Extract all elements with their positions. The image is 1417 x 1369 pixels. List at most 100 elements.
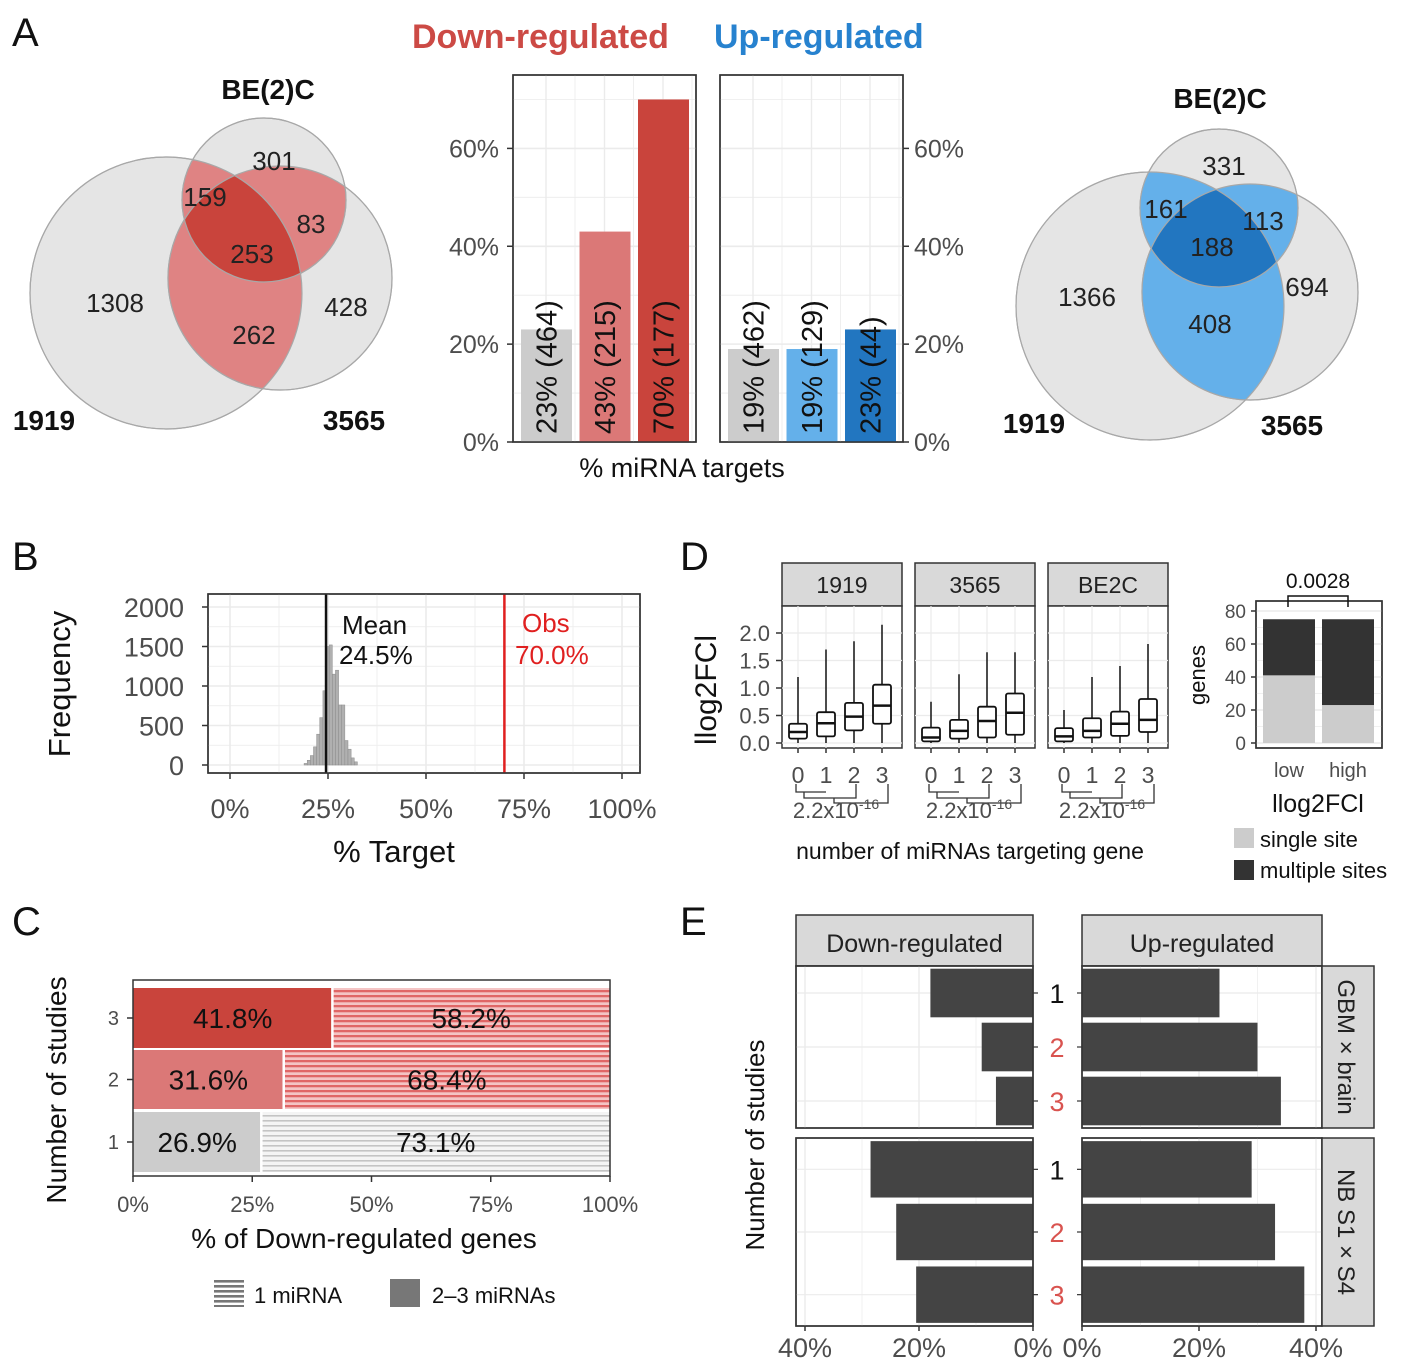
panel-c: C 26.9% 73.1% 31.6% 68.4% 41.8% 58.2% 1 2 3 0% 2… xyxy=(12,900,638,1308)
b-xticks: 0% 25% 50% 75% 100% xyxy=(210,773,657,824)
e-xtick-label: 40% xyxy=(1289,1333,1343,1363)
d-legend-label-multiple: multiple sites xyxy=(1260,858,1387,883)
a-bars-xlabel: % miRNA targets xyxy=(579,453,785,483)
venn-right-count-left-right: 408 xyxy=(1188,309,1231,339)
c-bar-label: 41.8% xyxy=(193,1003,272,1034)
d-ytick-label: 0.5 xyxy=(739,704,770,729)
b-obs-value: 70.0% xyxy=(515,640,589,670)
d-legend-swatch-single xyxy=(1234,828,1254,848)
a-bar xyxy=(579,231,631,442)
d-facet-title: 3565 xyxy=(949,572,1000,598)
b-bin xyxy=(338,704,342,766)
d-stack-single xyxy=(1263,675,1315,743)
e-xtick-label: 20% xyxy=(892,1333,946,1363)
a-bar xyxy=(638,99,689,442)
d-pvalue-bracket xyxy=(795,784,889,804)
b-bin xyxy=(347,748,352,766)
c-bar-2-3-mirnas xyxy=(133,988,333,1048)
c-bar-label: 26.9% xyxy=(157,1127,236,1158)
e-panel-frame xyxy=(795,1137,1034,1327)
d-stack-ytick-label: 20 xyxy=(1225,701,1246,722)
d-ylabel: llog2FCl xyxy=(690,635,723,745)
a-bars-marks: 23% (464) 43% (215) 70% (177) 19% (462) 19% … xyxy=(512,74,904,443)
e-row-title: GBM × brain xyxy=(1332,979,1359,1114)
a-bar xyxy=(728,349,779,442)
venn-right-overlap-center xyxy=(1142,184,1284,287)
d-pvalue-label: 2.2x10-16 xyxy=(793,796,880,823)
b-plot-area xyxy=(207,593,641,774)
b-bin xyxy=(319,717,324,766)
venn-right-count-left-only: 1366 xyxy=(1058,282,1116,312)
a-ytick-label-right: 40% xyxy=(914,233,964,261)
d-pvalue-bracket xyxy=(928,784,1022,804)
c-bar-label: 58.2% xyxy=(431,1003,510,1034)
e-category-label: 1 xyxy=(1049,1155,1064,1185)
c-ytick-label: 2 xyxy=(108,1070,119,1092)
venn-left-count-left-right: 262 xyxy=(232,320,275,350)
e-bar-up xyxy=(1082,1266,1305,1323)
a-bars-yticks: 0% 0% 20% 20% 40% 40% 60% 60% xyxy=(449,135,964,457)
a-bars-chart: 23% (464) 43% (215) 70% (177) 19% (462) 19% … xyxy=(449,74,964,483)
venn-right-label-be2c: BE(2)C xyxy=(1173,83,1266,114)
b-mean-value: 24.5% xyxy=(339,640,413,670)
e-row-strip xyxy=(1321,1137,1375,1327)
c-xtick-label: 25% xyxy=(230,1192,274,1217)
panel-e: E Down-regulated Up-regulated 1 2 3 GBM × bra… xyxy=(680,900,1375,1363)
a-bar-label: 70% (177) xyxy=(649,300,681,434)
e-bar-down xyxy=(981,1022,1033,1072)
panel-label-c: C xyxy=(12,900,41,944)
b-bin xyxy=(341,704,346,766)
venn-right: BE(2)C 1919 3565 331 161 113 188 1366 69… xyxy=(1003,83,1359,441)
e-category-label: 2 xyxy=(1049,1218,1064,1248)
d-pvalue-exp: -16 xyxy=(1125,796,1145,812)
a-bar-label: 19% (129) xyxy=(797,300,829,434)
b-xtick-label: 0% xyxy=(210,794,249,824)
b-xtick-label: 50% xyxy=(399,794,453,824)
b-bin xyxy=(303,763,308,766)
d-stack-xtick-label: low xyxy=(1274,760,1305,782)
e-category-label: 3 xyxy=(1049,1087,1064,1117)
c-bar-1-mirna xyxy=(332,988,610,1048)
d-ytick-label: 2.0 xyxy=(739,621,770,646)
venn-right-count-top-right: 113 xyxy=(1242,206,1283,236)
e-category-label: 2 xyxy=(1049,1033,1064,1063)
d-ytick-label: 1.0 xyxy=(739,676,770,701)
d-box xyxy=(921,726,941,743)
d-stack-ytick-label: 0 xyxy=(1235,734,1246,755)
c-bar-label: 73.1% xyxy=(396,1127,475,1158)
venn-left-outline-be2c xyxy=(181,117,347,283)
c-legend-swatch-1-mirna xyxy=(214,1279,244,1307)
d-facet-strip xyxy=(781,562,903,607)
a-ytick-label-left: 40% xyxy=(449,233,499,261)
c-ylabel: Number of studies xyxy=(41,976,72,1203)
venn-left-count-left-only: 1308 xyxy=(86,288,144,318)
b-bin xyxy=(354,761,358,766)
venn-left-label-be2c: BE(2)C xyxy=(221,74,314,105)
e-bar-down xyxy=(896,1203,1033,1261)
panel-label-e: E xyxy=(680,900,707,944)
venn-right-outline-be2c xyxy=(1139,128,1299,288)
b-bin xyxy=(310,755,314,766)
a-bar xyxy=(845,329,896,442)
venn-right-count-right-only: 694 xyxy=(1285,272,1328,302)
b-xtick-label: 25% xyxy=(301,794,355,824)
b-obs-label: Obs xyxy=(522,608,570,638)
b-bin xyxy=(344,740,349,766)
d-xlabel: number of miRNAs targeting gene xyxy=(796,838,1144,864)
d-stack-frame xyxy=(1255,600,1383,749)
e-bar-up xyxy=(1082,968,1220,1018)
d-stacked-yticks: 0 20 40 60 80 xyxy=(1225,602,1256,755)
a-ytick-label-right: 0% xyxy=(914,429,950,457)
e-chart: Down-regulated Up-regulated 1 2 3 GBM × brain… xyxy=(778,914,1375,1363)
d-stacked-chart: low high xyxy=(1255,600,1383,782)
e-xtick-label: 20% xyxy=(1172,1333,1226,1363)
b-plot-frame xyxy=(207,593,641,774)
d-facet-title: 1919 xyxy=(816,572,867,598)
panel-label-a: A xyxy=(12,11,39,55)
d-facet-strip xyxy=(914,562,1036,607)
c-xtick-label: 0% xyxy=(117,1192,149,1217)
e-category-label: 3 xyxy=(1049,1281,1064,1311)
b-xtick-label: 100% xyxy=(587,794,656,824)
d-xtick-label: 1 xyxy=(820,762,833,788)
